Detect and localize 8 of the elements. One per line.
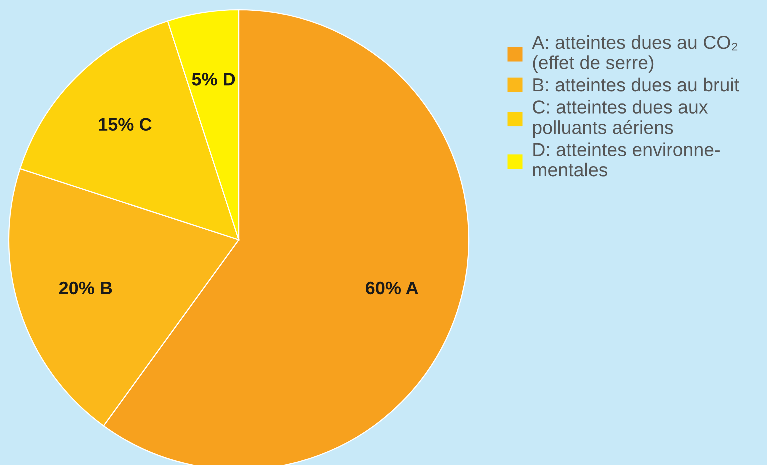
legend-label: D: atteintes environne- mentales bbox=[533, 142, 720, 177]
legend-label: C: atteintes dues aux polluants aériens bbox=[533, 100, 708, 138]
data-label: 20% B bbox=[59, 282, 112, 295]
legend-label: B: atteintes dues au bruit bbox=[534, 78, 740, 92]
data-label: 60% A bbox=[366, 282, 418, 295]
data-label: 15% C bbox=[99, 118, 152, 132]
legend-label: A: atteintes dues au CO₂ (effet de serre) bbox=[532, 35, 738, 74]
data-label: 5% D bbox=[192, 73, 236, 86]
